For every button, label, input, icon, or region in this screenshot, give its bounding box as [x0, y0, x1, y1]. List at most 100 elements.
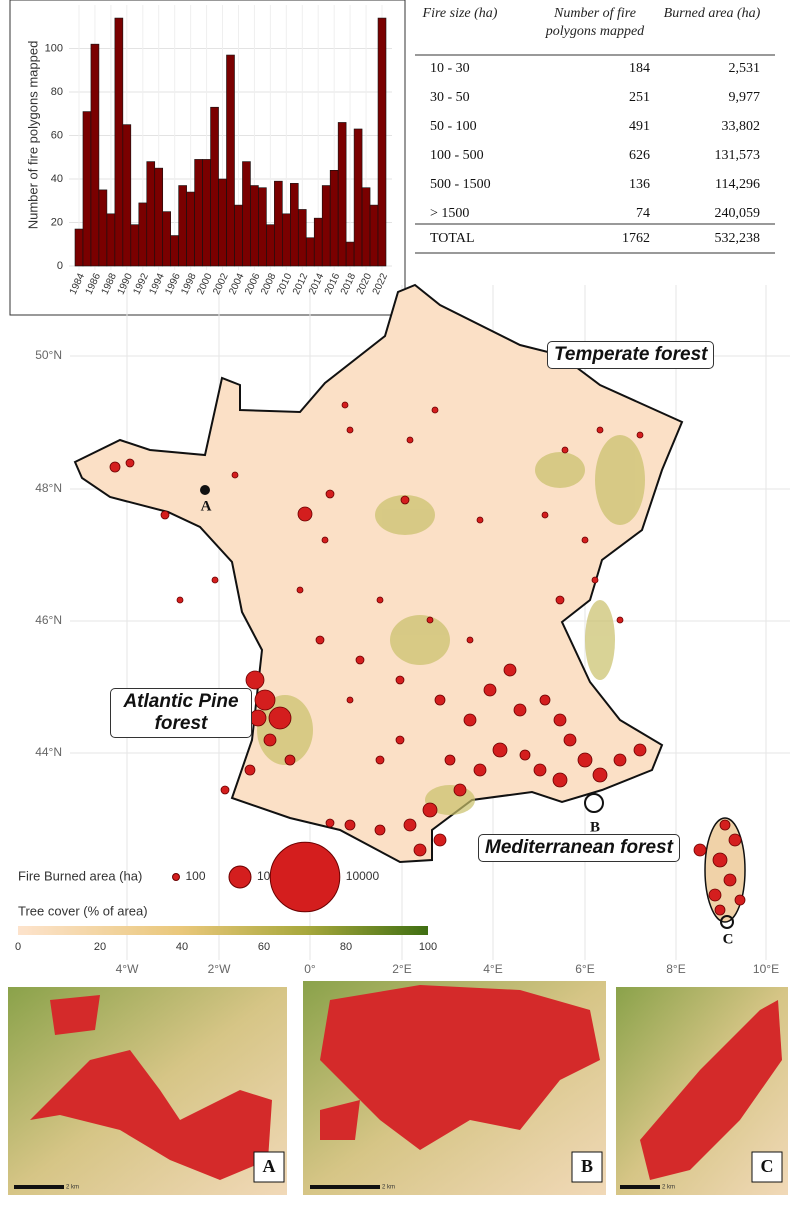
fire-dot [422, 802, 438, 818]
bar [90, 43, 100, 267]
longitude-label: 10°E [753, 962, 779, 976]
bar [170, 235, 179, 267]
fire-dot [596, 426, 604, 434]
fire-dot [708, 888, 722, 902]
table-cell: 184 [629, 61, 650, 76]
burn-scar [320, 985, 600, 1150]
fire-dot [561, 446, 569, 454]
scale-bar [310, 1185, 380, 1189]
fire-dot [693, 843, 707, 857]
bar [114, 17, 124, 267]
fire-dot [374, 824, 386, 836]
bar [258, 187, 267, 267]
fire-dot [723, 873, 737, 887]
bar [282, 213, 291, 267]
site-marker [584, 793, 604, 813]
bar [234, 204, 243, 267]
table-header-box: Burned area (ha) [664, 6, 761, 21]
fire-dot [395, 675, 405, 685]
table-cell: 30 - 50 [430, 90, 470, 105]
latitude-label: 50°N [35, 348, 62, 362]
scale-bar [620, 1185, 660, 1189]
table-cell: 136 [629, 177, 650, 192]
longitude-label: 2°W [208, 962, 231, 976]
inset-label: B [581, 1156, 593, 1176]
fire-dot [463, 713, 477, 727]
bar [377, 17, 387, 267]
fire-dot [325, 818, 335, 828]
fire-dot [315, 635, 325, 645]
fire-dot [555, 595, 565, 605]
fire-dot [321, 536, 329, 544]
fire-dot [433, 833, 447, 847]
bar [226, 54, 235, 267]
bar [290, 183, 299, 267]
inset-label: C [761, 1156, 774, 1176]
fire-dot [297, 506, 313, 522]
forest-patch [390, 615, 450, 665]
inset-label-box [253, 1151, 285, 1183]
y-tick-label: 40 [51, 173, 63, 185]
fire-dot [592, 767, 608, 783]
table-header-box: Fire size (ha) [422, 6, 498, 21]
bar [146, 161, 156, 267]
fire-dot [268, 706, 292, 730]
fire-dot [249, 709, 267, 727]
bar [353, 128, 363, 267]
forest-patch [535, 452, 585, 488]
fire-dot [160, 510, 170, 520]
fire-dot [553, 713, 567, 727]
table-cell: 50 - 100 [430, 119, 477, 134]
fire-dot [263, 733, 277, 747]
y-tick-label: 0 [57, 260, 63, 272]
fire-dot [346, 426, 354, 434]
fire-dot [344, 819, 356, 831]
bar [106, 213, 116, 267]
annotation: Temperate forest [547, 341, 715, 369]
scale-label: 2 km [662, 1185, 675, 1191]
table-header: Number of fire polygons mapped [545, 6, 645, 39]
colorbar-tick-label: 60 [258, 941, 270, 953]
fire-dot [395, 735, 405, 745]
size-legend-dot [228, 865, 252, 889]
colorbar-tick-label: 100 [419, 941, 437, 953]
fire-dot [231, 471, 239, 479]
table-cell: 9,977 [729, 90, 761, 105]
table-cell: 131,573 [715, 148, 761, 163]
bar [345, 241, 355, 267]
site-marker [200, 485, 210, 495]
bar [82, 111, 92, 267]
fire-dot [220, 785, 230, 795]
fire-dot [211, 576, 219, 584]
fire-dot [284, 754, 296, 766]
fire-dot [406, 436, 414, 444]
bar [305, 237, 315, 267]
table-cell: 626 [629, 148, 650, 163]
bar [178, 185, 187, 267]
fire-dot [244, 764, 256, 776]
fire-dot [577, 752, 593, 768]
longitude-label: 0° [304, 962, 316, 976]
fire-dot [245, 670, 265, 690]
y-axis-title: Number of fire polygons mapped [25, 41, 40, 230]
france-outline [73, 283, 684, 864]
fire-dot [426, 616, 434, 624]
table-header: Fire size (ha) [422, 6, 498, 21]
size-legend-dot [172, 873, 180, 881]
fire-dot [431, 406, 439, 414]
bar [74, 228, 84, 267]
bar [202, 159, 211, 267]
table-cell: 100 - 500 [430, 148, 484, 163]
bar [329, 170, 339, 267]
y-tick-label: 80 [51, 86, 63, 98]
bar [266, 224, 275, 267]
fire-dot [533, 763, 547, 777]
fire-dot [552, 772, 568, 788]
inset-label: A [263, 1156, 276, 1176]
bar [321, 185, 331, 267]
fire-dot [403, 818, 417, 832]
scale-label: 2 km [66, 1185, 79, 1191]
table-cell: 491 [629, 119, 650, 134]
fire-dot [719, 819, 731, 831]
